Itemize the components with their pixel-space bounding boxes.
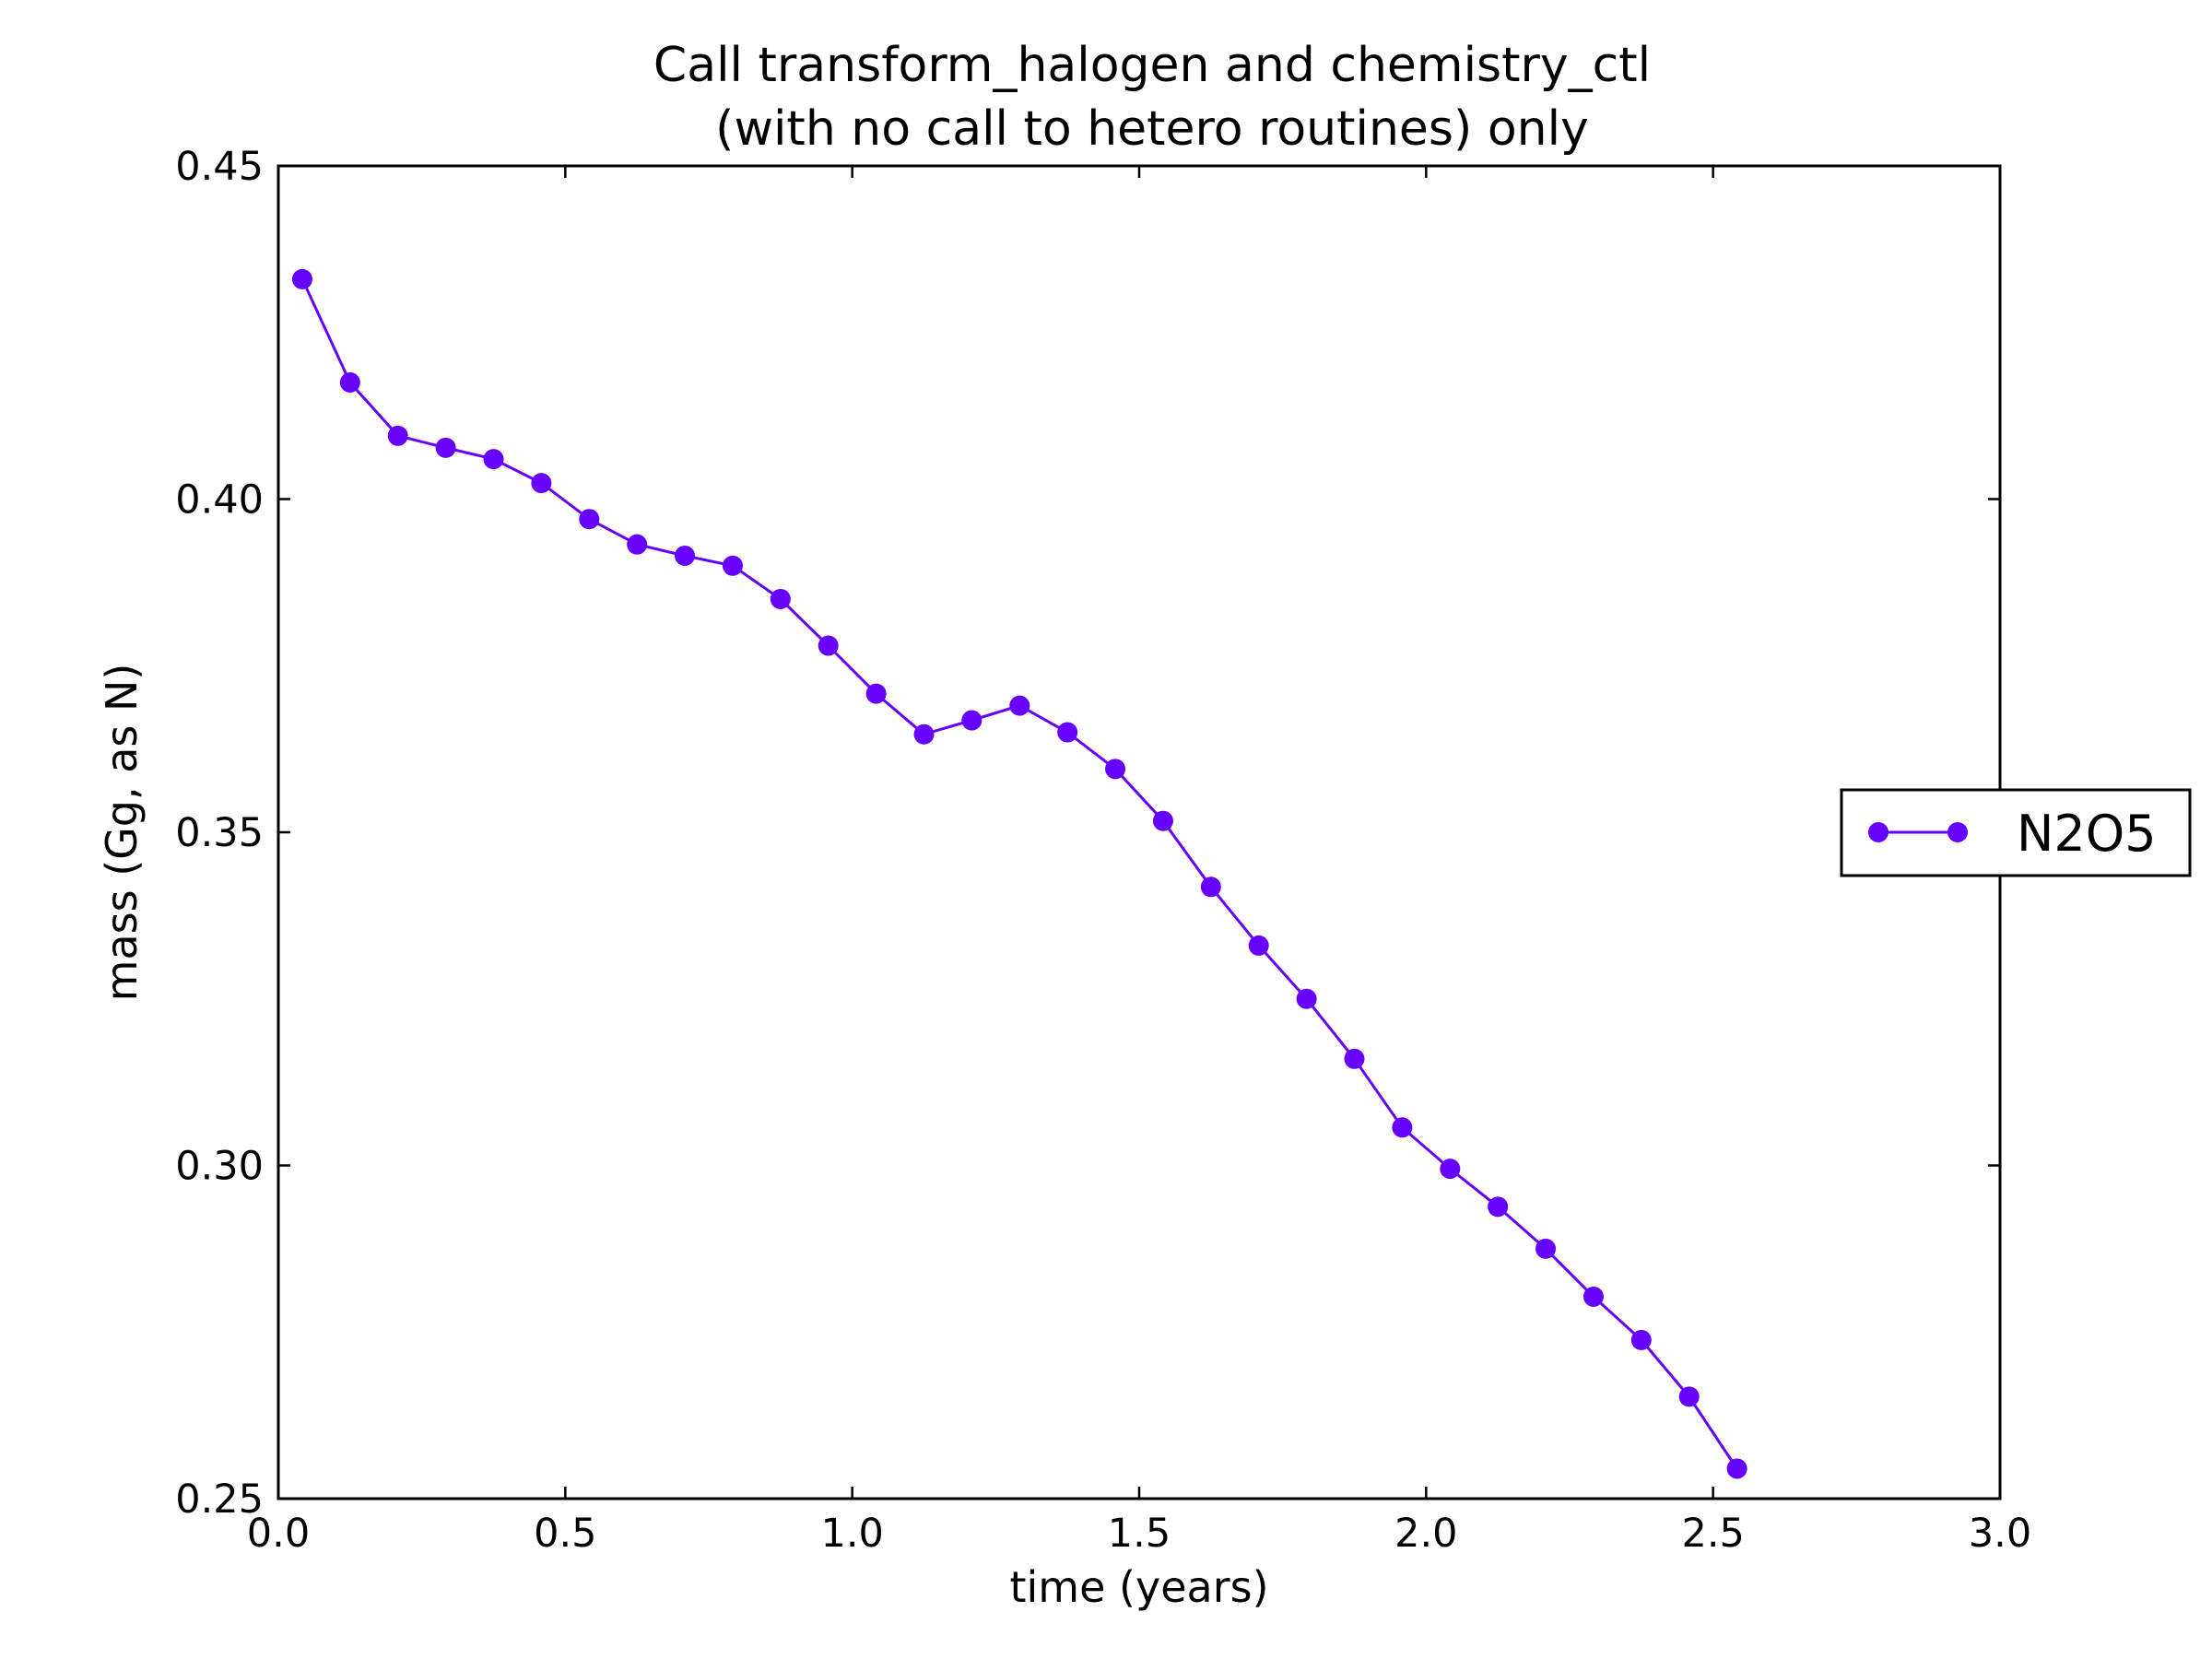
data-point: [818, 635, 839, 656]
data-point: [1152, 810, 1173, 831]
x-tick-label: 0.5: [534, 1511, 596, 1557]
data-point: [913, 724, 935, 745]
y-tick-label: 0.30: [175, 1144, 264, 1190]
data-point: [770, 588, 791, 609]
legend-marker-left: [1868, 822, 1888, 842]
legend: N2O5: [1840, 788, 2192, 877]
y-tick-label: 0.45: [175, 144, 264, 190]
data-point: [435, 437, 456, 458]
data-point: [1392, 1117, 1413, 1138]
data-point: [291, 268, 312, 289]
legend-label-n2o5: N2O5: [2017, 805, 2157, 863]
y-tick-label: 0.40: [175, 477, 264, 524]
data-point: [1488, 1196, 1509, 1218]
x-tick-label: 0.0: [247, 1511, 310, 1557]
data-point: [531, 473, 552, 494]
axis-ticks: 0.0 0.5 1.0 1.5 2.0 2.5 3.0 0.25 0.30 0.35 0.40 0.4…: [175, 144, 2031, 1557]
x-tick-label: 1.5: [1108, 1511, 1171, 1557]
data-point: [1296, 988, 1317, 1009]
data-point: [1009, 695, 1030, 716]
x-tick-label: 3.0: [1969, 1511, 2031, 1557]
data-point: [722, 555, 743, 576]
legend-marker-right: [1947, 822, 1968, 842]
data-point: [483, 449, 504, 470]
y-tick-label: 0.35: [175, 810, 264, 856]
data-point: [627, 534, 648, 555]
series-layer: [291, 268, 1747, 1479]
data-point: [387, 425, 408, 446]
data-point: [1105, 759, 1126, 780]
y-axis-label: mass (Gg, as N): [97, 664, 147, 1002]
x-axis-label: time (years): [1009, 1562, 1268, 1612]
data-point: [675, 545, 696, 566]
data-point: [1583, 1286, 1604, 1307]
x-tick-label: 2.0: [1394, 1511, 1457, 1557]
data-point: [1678, 1386, 1700, 1407]
y-tick-label: 0.25: [175, 1477, 264, 1523]
data-point: [1344, 1048, 1365, 1069]
data-point: [339, 371, 360, 393]
data-point: [961, 710, 982, 731]
data-point: [1248, 935, 1269, 956]
chart-title-line2: (with no call to hetero routines) only: [715, 101, 1589, 157]
data-point: [1535, 1238, 1557, 1259]
chart-title-line1: Call transform_halogen and chemistry_ctl: [653, 38, 1651, 93]
data-point: [865, 683, 887, 704]
data-point: [1200, 877, 1221, 898]
data-point: [1057, 722, 1078, 743]
data-point: [1440, 1159, 1461, 1180]
data-point: [1726, 1458, 1747, 1479]
data-point: [1630, 1329, 1652, 1350]
x-tick-label: 2.5: [1681, 1511, 1744, 1557]
data-point: [579, 509, 600, 530]
x-tick-label: 1.0: [820, 1511, 883, 1557]
